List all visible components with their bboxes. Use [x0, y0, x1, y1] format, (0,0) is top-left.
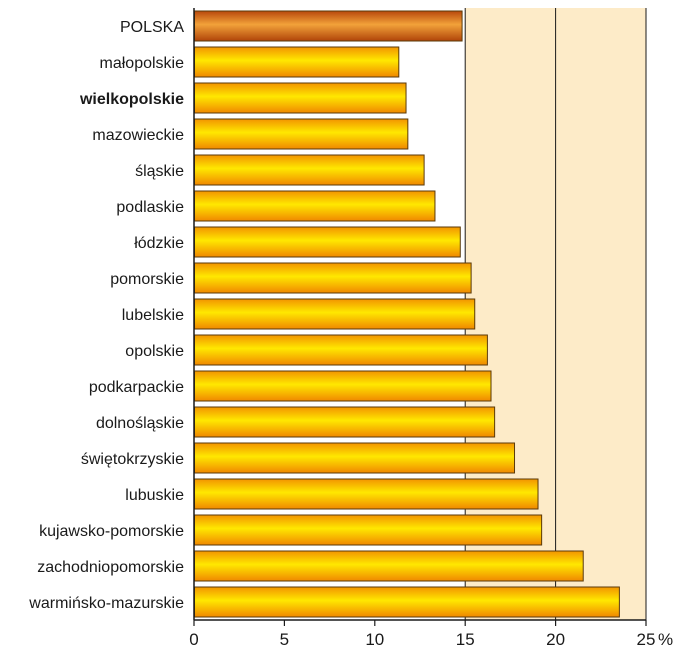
axis-layer: 0 5 10 15 20 25% — [189, 8, 673, 648]
x-tick-label: 0 — [189, 630, 198, 648]
category-label: lubuskie — [125, 487, 184, 504]
category-label: POLSKA — [120, 19, 184, 36]
bar-14 — [194, 514, 543, 546]
category-label: dolnośląskie — [96, 415, 184, 432]
category-label: mazowieckie — [92, 127, 184, 144]
bar-1 — [194, 46, 400, 78]
bar-7 — [194, 262, 472, 294]
bar-11 — [194, 406, 496, 438]
bar-15 — [194, 550, 584, 582]
bar-10 — [194, 370, 492, 402]
labels-layer: POLSKA małopolskie wielkopolskie mazowiecki… — [28, 19, 184, 612]
category-label: łódzkie — [134, 235, 184, 252]
bar-5 — [194, 190, 436, 222]
x-tick-label: 5 — [280, 630, 289, 648]
bar-9 — [194, 334, 488, 366]
category-label: lubelskie — [122, 307, 184, 324]
x-unit-label: % — [658, 630, 673, 648]
category-label: świętokrzyskie — [81, 451, 184, 468]
bar-12 — [194, 442, 516, 474]
category-label: podlaskie — [116, 199, 184, 216]
x-tick-label: 20 — [546, 630, 565, 648]
x-tick-label: 15 — [456, 630, 475, 648]
category-label: małopolskie — [100, 55, 185, 72]
bar-13 — [194, 478, 539, 510]
bar-16 — [194, 586, 620, 618]
bar-6 — [194, 226, 461, 258]
bar-4 — [194, 154, 425, 186]
category-label: śląskie — [135, 163, 184, 180]
bar-0 — [194, 10, 463, 42]
category-label: warmińsko-mazurskie — [28, 595, 184, 612]
category-label: opolskie — [125, 343, 184, 360]
x-tick-label: 25 — [637, 630, 656, 648]
bar-8 — [194, 298, 476, 330]
x-tick-label: 10 — [365, 630, 384, 648]
bars-layer — [194, 10, 620, 618]
category-label: pomorskie — [110, 271, 184, 288]
category-label: wielkopolskie — [79, 91, 184, 108]
category-label: zachodniopomorskie — [37, 559, 184, 576]
category-label: podkarpackie — [89, 379, 184, 396]
bar-2 — [194, 82, 407, 114]
category-label: kujawsko-pomorskie — [39, 523, 184, 540]
bar-3 — [194, 118, 409, 150]
